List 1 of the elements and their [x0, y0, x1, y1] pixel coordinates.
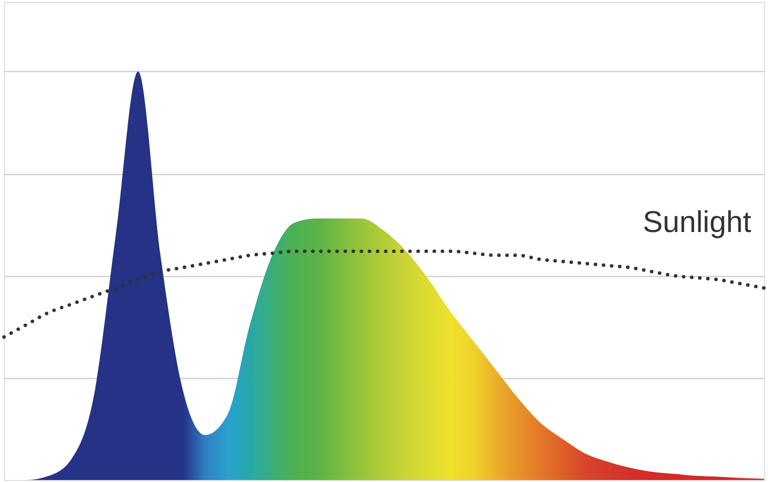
series-label: Sunlight [642, 206, 752, 239]
